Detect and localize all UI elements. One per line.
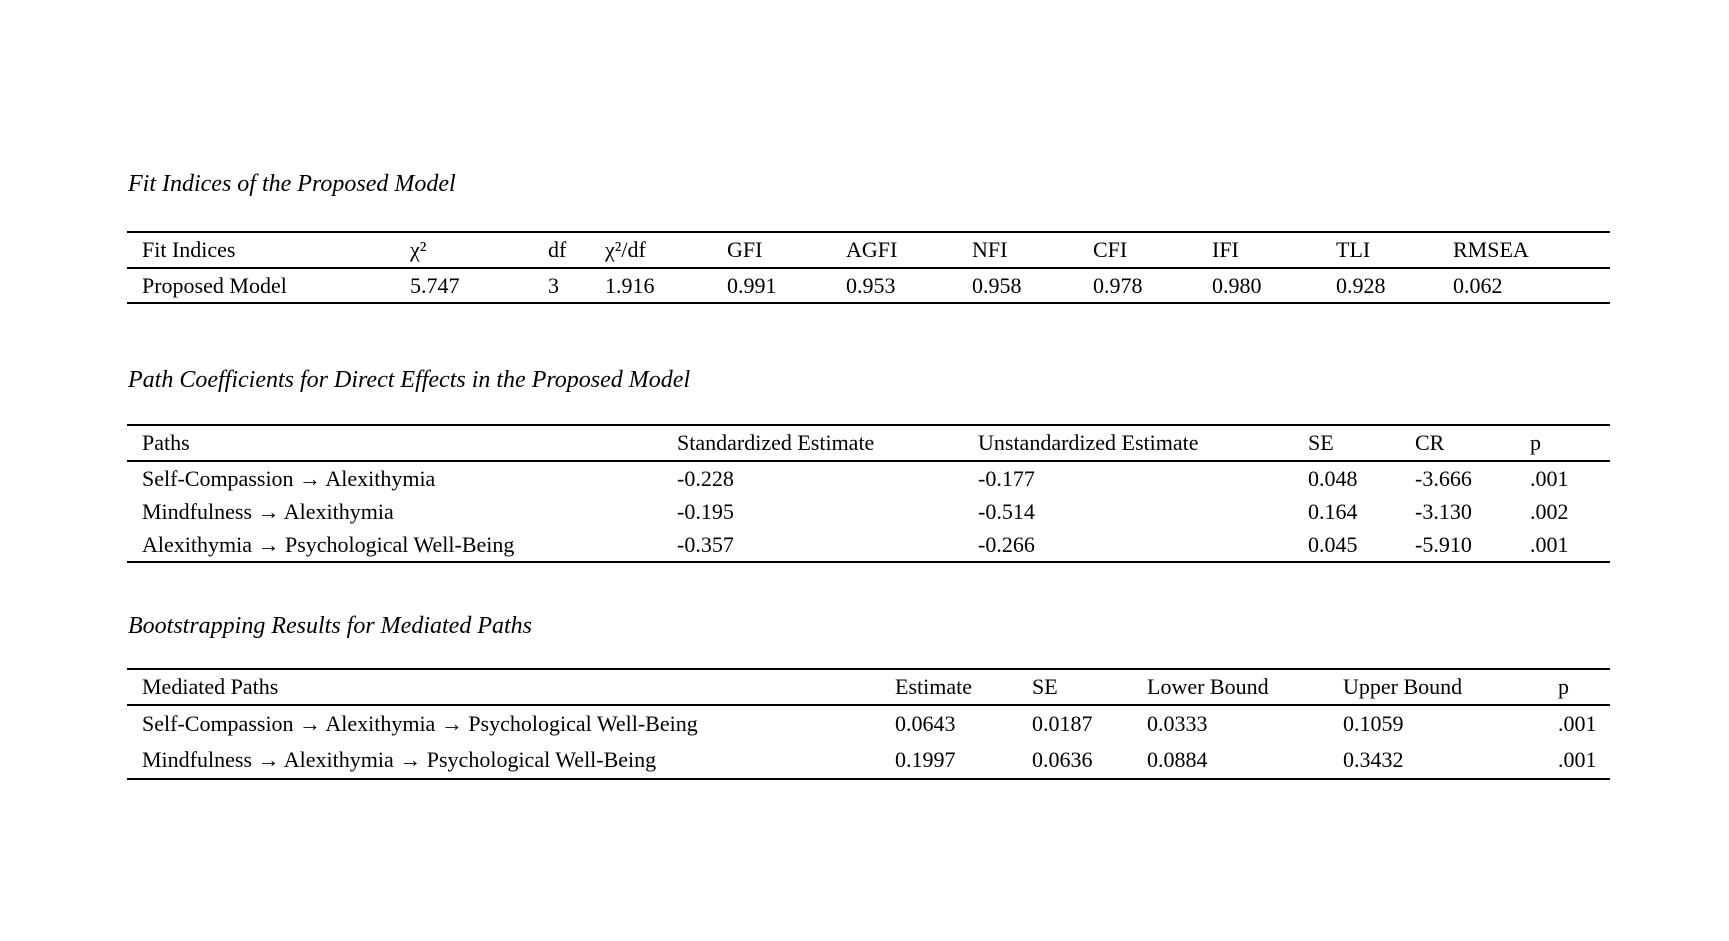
table-cell: 0.048: [1308, 465, 1358, 491]
header-cell: Lower Bound: [1147, 669, 1343, 706]
table-cell: 0.928: [1336, 272, 1386, 298]
table-cell: -3.130: [1415, 498, 1472, 524]
table-cell: 0.3432: [1343, 747, 1404, 772]
table-cell: 0.045: [1308, 531, 1358, 557]
header-cell: Paths: [127, 425, 677, 462]
header-cell: p: [1530, 425, 1610, 462]
table-cell: 3: [548, 272, 559, 298]
header-cell: Mediated Paths: [127, 669, 895, 706]
table-cell: .002: [1530, 498, 1569, 524]
table-cell: Mindfulness → Alexithymia: [142, 498, 394, 524]
table-cell: 0.958: [972, 272, 1022, 298]
table-cell: 0.978: [1093, 272, 1143, 298]
header-cell: AGFI: [846, 232, 972, 269]
table-cell: -0.266: [978, 531, 1035, 557]
table-cell: Alexithymia → Psychological Well-Being: [142, 531, 515, 557]
table-row: Mindfulness → Alexithymia → Psychologica…: [127, 742, 1610, 779]
table-header-row: Paths Standardized Estimate Unstandardiz…: [127, 425, 1610, 462]
fit-indices-table-title: Fit Indices of the Proposed Model: [128, 171, 456, 197]
header-cell: Fit Indices: [127, 232, 410, 269]
table-header-row: Fit Indices χ² df χ²/df GFI AGFI NFI CFI…: [127, 232, 1610, 269]
table-cell: 0.980: [1212, 272, 1262, 298]
header-cell: SE: [1308, 425, 1415, 462]
table-cell: 0.164: [1308, 498, 1358, 524]
header-cell: Estimate: [895, 669, 1032, 706]
table-cell: 0.0884: [1147, 747, 1208, 772]
table-cell: 0.953: [846, 272, 896, 298]
table-header-row: Mediated Paths Estimate SE Lower Bound U…: [127, 669, 1610, 706]
table-cell: 0.062: [1453, 272, 1503, 298]
table-cell: 0.0636: [1032, 747, 1093, 772]
table-cell: -5.910: [1415, 531, 1472, 557]
path-coefficients-table-title: Path Coefficients for Direct Effects in …: [128, 367, 691, 393]
table-cell: Self-Compassion → Alexithymia → Psycholo…: [142, 711, 698, 736]
header-cell: Standardized Estimate: [677, 425, 978, 462]
header-cell: NFI: [972, 232, 1093, 269]
header-cell: TLI: [1336, 232, 1453, 269]
table-row: Alexithymia → Psychological Well-Being -…: [127, 528, 1610, 562]
table-cell: -0.177: [978, 465, 1035, 491]
header-cell: IFI: [1212, 232, 1336, 269]
table-cell: 0.0187: [1032, 711, 1093, 736]
table-cell: .001: [1558, 711, 1597, 736]
table-cell: -0.357: [677, 531, 734, 557]
table-cell: .001: [1530, 531, 1569, 557]
table-row: Self-Compassion → Alexithymia -0.228 -0.…: [127, 461, 1610, 495]
table-cell: -0.228: [677, 465, 734, 491]
header-cell: CR: [1415, 425, 1530, 462]
header-cell: CFI: [1093, 232, 1212, 269]
table-cell: Proposed Model: [142, 272, 287, 298]
table-cell: -3.666: [1415, 465, 1472, 491]
header-cell: df: [548, 232, 605, 269]
table-cell: .001: [1530, 465, 1569, 491]
header-cell: GFI: [727, 232, 846, 269]
table-cell: 0.0643: [895, 711, 956, 736]
table-cell: 0.991: [727, 272, 777, 298]
header-cell: χ²: [410, 232, 548, 269]
table-cell: 5.747: [410, 272, 460, 298]
table-cell: 0.1997: [895, 747, 956, 772]
fit-indices-table: Fit Indices χ² df χ²/df GFI AGFI NFI CFI…: [127, 231, 1610, 304]
header-cell: RMSEA: [1453, 232, 1610, 269]
table-cell: Mindfulness → Alexithymia → Psychologica…: [142, 747, 657, 772]
table-cell: 0.1059: [1343, 711, 1404, 736]
bootstrapping-table: Mediated Paths Estimate SE Lower Bound U…: [127, 668, 1610, 780]
header-cell: SE: [1032, 669, 1147, 706]
header-cell: χ²/df: [605, 232, 727, 269]
path-coefficients-table: Paths Standardized Estimate Unstandardiz…: [127, 424, 1610, 563]
table-row: Mindfulness → Alexithymia -0.195 -0.514 …: [127, 495, 1610, 528]
table-cell: 1.916: [605, 272, 655, 298]
bootstrapping-table-title: Bootstrapping Results for Mediated Paths: [128, 613, 532, 639]
table-row: Self-Compassion → Alexithymia → Psycholo…: [127, 705, 1610, 742]
header-cell: p: [1558, 669, 1610, 706]
table-cell: Self-Compassion → Alexithymia: [142, 465, 436, 491]
table-cell: 0.0333: [1147, 711, 1208, 736]
table-cell: .001: [1558, 747, 1597, 772]
header-cell: Upper Bound: [1343, 669, 1558, 706]
table-cell: -0.514: [978, 498, 1035, 524]
table-row: Proposed Model 5.747 3 1.916 0.991 0.953…: [127, 268, 1610, 303]
table-cell: -0.195: [677, 498, 734, 524]
header-cell: Unstandardized Estimate: [978, 425, 1308, 462]
